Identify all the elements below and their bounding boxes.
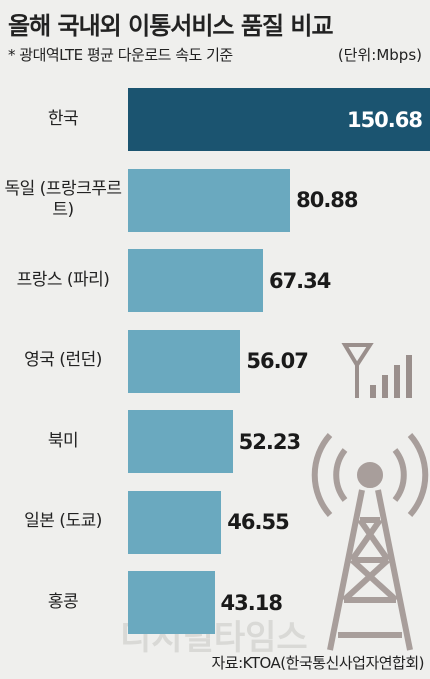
category-label: 프랑스 (파리) [16,269,110,290]
category-label: 북미 [47,430,79,451]
tower-icon [311,433,429,651]
subtitle: * 광대역LTE 평균 다운로드 속도 기준 [8,46,233,64]
bar [128,249,263,312]
value-label: 80.88 [296,188,358,212]
antenna-icon [341,343,374,398]
bar [128,168,291,232]
bar [128,88,430,151]
chart-title: 올해 국내외 이통서비스 품질 비교 [8,12,334,40]
unit-label: (단위:Mbps) [337,46,422,64]
value-label: 150.68 [346,107,423,132]
value-label: 46.55 [227,510,289,534]
value-label: 67.34 [268,268,331,293]
category-label: 영국 (런던) [24,350,102,371]
category-label: 독일 (프랑크푸르트) [4,178,122,220]
source: 자료:KTOA(한국통신사업자연합회) [211,654,425,672]
signal-bars [370,355,412,398]
bar [128,490,222,554]
value-label: 56.07 [246,349,308,373]
category-label: 일본 (도쿄) [24,511,102,532]
bar [128,329,241,393]
bar [128,571,215,634]
bar [128,410,233,473]
category-label: 한국 [47,108,79,129]
value-label: 43.18 [220,590,283,615]
value-label: 52.23 [238,429,301,454]
category-label: 홍콩 [47,591,79,612]
